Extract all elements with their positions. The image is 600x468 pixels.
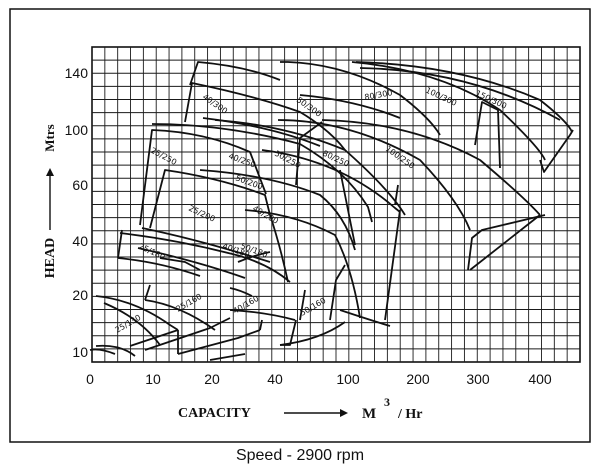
curve-label: 100/300: [424, 86, 458, 108]
pump-curve: [177, 329, 261, 355]
y-axis-arrowhead: [46, 168, 54, 176]
grid: [91, 46, 581, 363]
x-tick-label: 40: [267, 371, 283, 387]
curve-label: 40/200: [251, 204, 280, 226]
y-tick-label: 10: [72, 344, 88, 360]
y-tick-label: 140: [65, 65, 89, 81]
x-tick-label: 0: [86, 371, 94, 387]
curve-label: 25/250: [149, 146, 178, 167]
pump-curve: [384, 209, 401, 321]
pump-curve: [144, 299, 216, 331]
pump-curve: [184, 82, 346, 151]
pump-curve: [261, 149, 401, 213]
pump-curve: [244, 209, 361, 319]
x-axis-unit-exponent: 3: [384, 395, 390, 409]
pump-curve: [95, 344, 136, 357]
pump-curve: [359, 67, 561, 121]
pump-curve: [295, 121, 323, 186]
pump-curve: [144, 317, 231, 351]
pump-curve: [469, 214, 541, 271]
pump-curve: [229, 309, 296, 321]
pump-curve: [89, 348, 116, 355]
pump-curve: [137, 247, 246, 279]
pump-curve: [339, 309, 391, 327]
pump-curve: [103, 302, 161, 346]
pump-curve: [119, 232, 291, 283]
pump-curve: [144, 284, 151, 301]
y-tick-label: 100: [65, 122, 89, 138]
pump-curve: [139, 129, 267, 226]
pump-curve: [214, 119, 406, 216]
x-tick-label: 10: [145, 371, 161, 387]
x-axis-unit: M: [362, 406, 376, 422]
x-tick-label: 300: [466, 371, 490, 387]
pump-curve: [394, 184, 399, 206]
pump-curve: [95, 295, 179, 331]
pump-curve: [259, 319, 263, 331]
pump-curve: [129, 329, 179, 347]
y-tick-labels: 140 100 60 40 20 10: [65, 65, 89, 360]
chart-caption: Speed - 2900 rpm: [236, 447, 364, 464]
pump-curve: [149, 169, 289, 283]
pump-curve: [279, 321, 346, 346]
x-tick-label: 20: [204, 371, 220, 387]
pump-curve: [159, 257, 201, 271]
x-tick-label: 100: [336, 371, 360, 387]
pump-curve: [277, 119, 471, 231]
pump-curve: [117, 229, 123, 259]
outer-border: [9, 8, 591, 443]
y-tick-label: 20: [72, 287, 88, 303]
x-axis-unit-tail: / Hr: [397, 407, 423, 422]
pump-curve: [237, 251, 271, 263]
curve-label: 40/250: [227, 151, 257, 169]
curve-labels: 25/13025/16025/18025/20025/25040/16040/1…: [114, 86, 509, 335]
pump-curve: [329, 264, 346, 321]
y-tick-label: 60: [72, 177, 88, 193]
x-axis-label: CAPACITY: [178, 406, 251, 421]
y-axis-title: HEAD Mtrs: [42, 124, 58, 278]
x-tick-labels: 0 10 20 40 100 200 300 400: [86, 371, 552, 387]
x-tick-label: 400: [528, 371, 552, 387]
curve-label: 25/180: [137, 242, 166, 262]
pump-curve: [141, 227, 271, 263]
pump-curve: [229, 287, 253, 297]
pump-curve: [467, 214, 546, 271]
x-tick-label: 200: [406, 371, 430, 387]
pump-curve: [280, 319, 297, 346]
pump-curve: [299, 94, 401, 119]
x-axis-title: CAPACITY M 3 / Hr: [178, 395, 423, 422]
pump-curve: [355, 61, 573, 133]
pump-curve: [299, 289, 306, 321]
pump-curve: [474, 101, 501, 169]
pump-curve: [539, 129, 574, 173]
curve-label: 50/300: [295, 95, 323, 119]
x-axis-arrowhead: [340, 409, 348, 417]
pump-curve: [351, 61, 546, 161]
pump-curve: [321, 119, 541, 216]
curve-label: 25/200: [187, 204, 216, 224]
curves: [89, 61, 574, 361]
y-tick-label: 40: [72, 233, 88, 249]
pump-curve: [280, 61, 441, 136]
y-axis-label: HEAD: [43, 238, 58, 278]
pump-curve: [117, 257, 201, 277]
y-axis-unit: Mtrs: [42, 124, 57, 151]
pump-curve: [209, 353, 246, 361]
curve-label: 25/160: [175, 292, 204, 314]
pump-curve: [189, 61, 281, 86]
pump-curve: [199, 169, 356, 251]
pump-curve: [339, 169, 356, 246]
